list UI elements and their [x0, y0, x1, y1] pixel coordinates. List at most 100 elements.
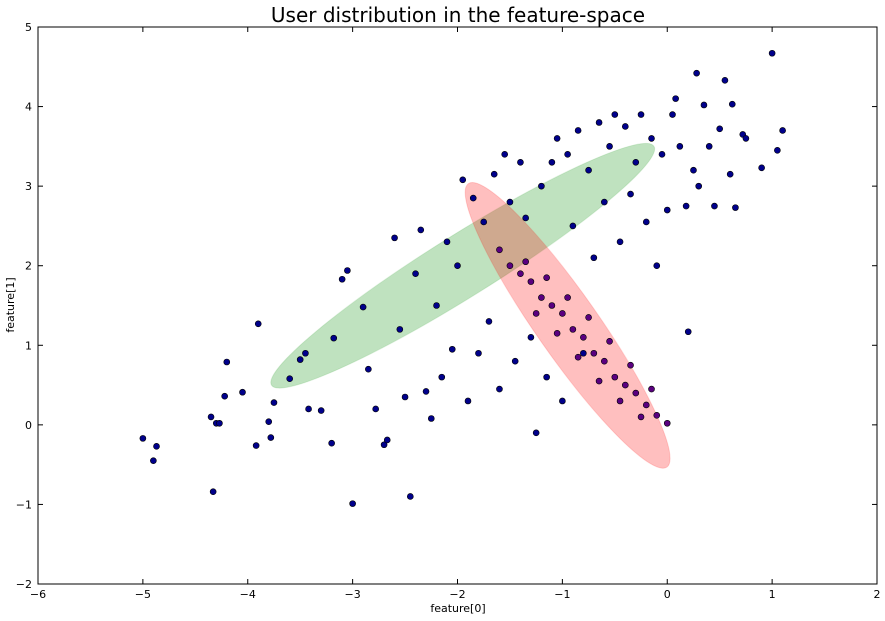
data-point	[490, 170, 498, 178]
data-point	[700, 101, 708, 109]
data-point	[522, 258, 529, 266]
data-point	[637, 111, 645, 118]
data-point	[621, 381, 629, 389]
data-point	[209, 488, 217, 495]
data-point	[768, 49, 776, 57]
data-point	[590, 349, 598, 357]
data-point	[396, 326, 404, 333]
x-tick-label: 1	[769, 588, 776, 601]
data-point	[669, 111, 676, 118]
data-point	[721, 77, 729, 84]
data-point	[265, 418, 273, 425]
data-point	[267, 434, 275, 441]
data-point	[532, 310, 540, 317]
data-point	[632, 389, 640, 397]
x-tick-label: −1	[554, 588, 570, 601]
data-point	[328, 439, 335, 447]
data-point	[150, 457, 157, 464]
y-axis-label: feature[1]	[4, 277, 17, 332]
data-point	[517, 158, 524, 166]
data-point	[672, 95, 679, 102]
data-point	[417, 226, 425, 234]
data-point	[595, 119, 603, 126]
x-tick-label: 2	[874, 588, 881, 601]
data-point	[774, 147, 781, 154]
data-point	[695, 182, 703, 190]
data-point	[580, 334, 587, 341]
data-point	[564, 151, 571, 158]
y-tick-label: 4	[25, 101, 32, 114]
data-point	[372, 405, 379, 413]
data-point	[693, 69, 700, 77]
data-point	[648, 385, 655, 393]
data-point	[569, 326, 577, 333]
data-point	[621, 123, 629, 130]
data-point	[427, 415, 435, 422]
data-point	[580, 349, 587, 357]
data-point	[305, 405, 312, 413]
data-point	[485, 318, 493, 325]
data-point	[438, 373, 446, 381]
x-tick-label: 0	[664, 588, 671, 601]
x-tick-label: −3	[345, 588, 361, 601]
data-point	[391, 234, 398, 242]
y-tick-label: 1	[25, 339, 32, 352]
data-point	[606, 143, 613, 150]
data-point	[454, 262, 461, 270]
data-point	[574, 353, 582, 361]
data-point	[548, 302, 556, 309]
data-point	[412, 270, 419, 277]
data-point	[459, 176, 467, 184]
y-tick-label: −1	[16, 498, 32, 511]
data-point	[606, 338, 613, 345]
data-point	[779, 127, 786, 134]
data-point	[302, 349, 309, 357]
data-point	[590, 254, 598, 262]
data-point	[216, 419, 223, 427]
data-point	[627, 361, 634, 369]
data-point	[433, 302, 440, 309]
x-tick-label: −5	[135, 588, 151, 601]
data-point	[221, 392, 228, 400]
data-point	[506, 262, 514, 270]
data-point	[296, 356, 304, 363]
data-point	[564, 294, 571, 301]
data-point	[758, 164, 765, 172]
data-point	[383, 436, 391, 444]
data-point	[359, 303, 367, 311]
data-point	[349, 500, 356, 507]
data-point	[506, 198, 514, 206]
data-point	[663, 206, 671, 214]
data-point	[532, 429, 540, 437]
data-point	[684, 328, 692, 336]
data-point	[469, 194, 477, 202]
data-point	[207, 413, 215, 421]
x-axis-label: feature[0]	[430, 602, 485, 615]
data-point	[726, 170, 734, 178]
points-layer	[139, 49, 786, 507]
data-point	[601, 198, 608, 206]
data-point	[742, 135, 750, 142]
y-tick-label: 0	[25, 419, 32, 432]
chart-title: User distribution in the feature-space	[271, 3, 645, 27]
data-point	[139, 435, 147, 442]
data-point	[443, 238, 451, 246]
data-point	[254, 320, 262, 328]
data-point	[407, 493, 414, 500]
data-point	[338, 275, 346, 283]
data-point	[501, 151, 508, 158]
data-point	[153, 443, 160, 450]
gaussian-ellipse-1	[464, 182, 671, 469]
data-point	[527, 334, 535, 341]
data-point	[252, 442, 260, 449]
data-point	[538, 294, 545, 301]
y-tick-label: 5	[25, 21, 32, 34]
data-point	[553, 135, 561, 142]
data-point	[365, 365, 372, 373]
data-point	[728, 100, 736, 108]
data-point	[676, 143, 684, 150]
data-point	[344, 267, 351, 274]
data-point	[574, 127, 582, 134]
